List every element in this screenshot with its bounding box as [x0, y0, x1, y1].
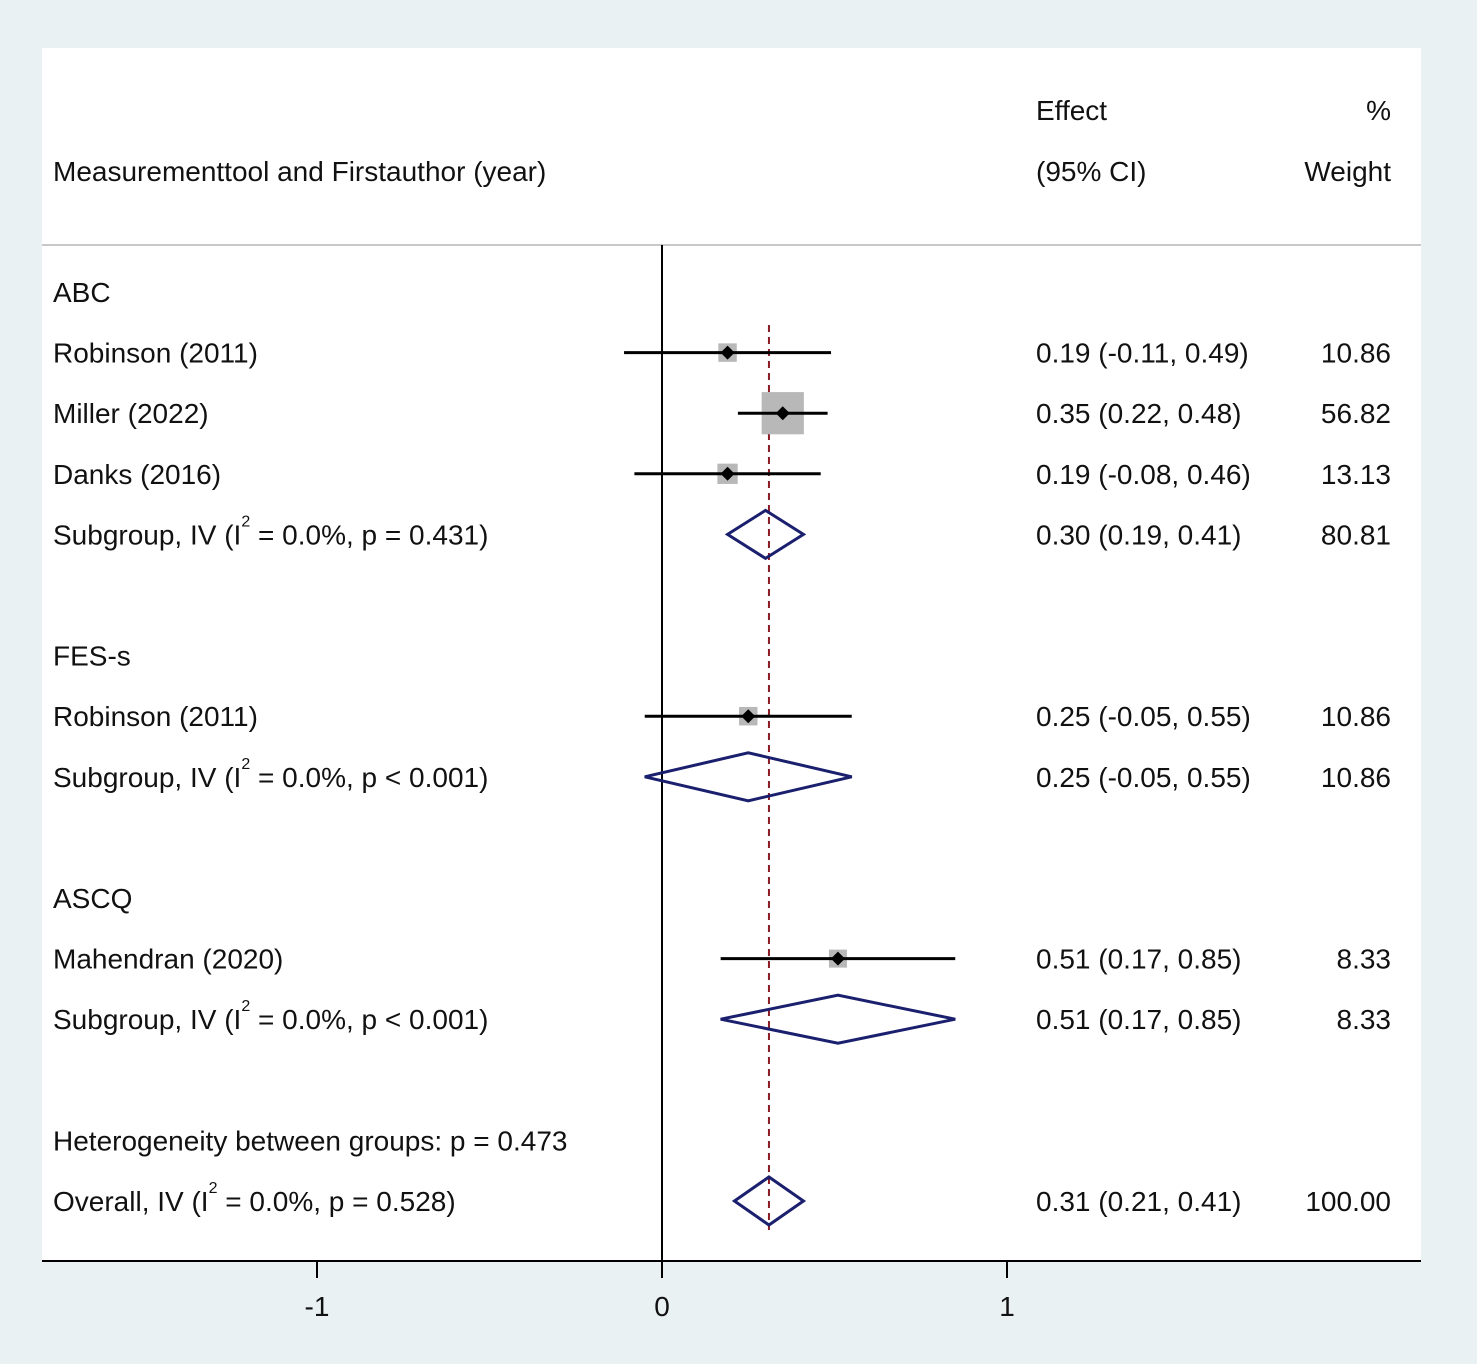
effect-ci-value: 0.35 (0.22, 0.48) — [1036, 398, 1241, 429]
x-tick-label: 1 — [999, 1291, 1015, 1322]
study-label: Miller (2022) — [53, 398, 209, 429]
header-effect-line1: Effect — [1036, 95, 1107, 126]
point-estimate — [741, 709, 756, 724]
subgroup-diamond — [644, 751, 853, 803]
effect-ci-value: 0.19 (-0.08, 0.46) — [1036, 459, 1251, 490]
weight-value: 8.33 — [1337, 1004, 1392, 1035]
point-estimate — [830, 951, 845, 966]
x-tick-label: 0 — [654, 1291, 670, 1322]
row-label: Subgroup, IV (I2 = 0.0%, p < 0.001) — [53, 998, 488, 1035]
header-study: Measurementtool and Firstauthor (year) — [53, 156, 546, 187]
effect-ci-value: 0.19 (-0.11, 0.49) — [1036, 338, 1249, 369]
effect-ci-value: 0.30 (0.19, 0.41) — [1036, 519, 1241, 550]
subgroup-diamond — [724, 508, 807, 561]
effect-ci-value: 0.25 (-0.05, 0.55) — [1036, 701, 1251, 732]
subgroup-diamond — [720, 993, 956, 1045]
study-label: Mahendran (2020) — [53, 944, 283, 975]
weight-value: 8.33 — [1337, 944, 1392, 975]
row-label: Overall, IV (I2 = 0.0%, p = 0.528) — [53, 1180, 456, 1217]
study-label: Danks (2016) — [53, 459, 221, 490]
group-label: ABC — [53, 277, 111, 308]
weight-value: 10.86 — [1321, 701, 1391, 732]
effect-ci-value: 0.31 (0.21, 0.41) — [1036, 1186, 1241, 1217]
row-label: Subgroup, IV (I2 = 0.0%, p = 0.431) — [53, 513, 488, 550]
study-label: Robinson (2011) — [53, 338, 258, 369]
group-label: FES-s — [53, 641, 131, 672]
plot-panel — [42, 48, 1421, 1261]
header-weight-line2: Weight — [1304, 156, 1391, 187]
header-weight-line1: % — [1366, 95, 1391, 126]
heterogeneity-note: Heterogeneity between groups: p = 0.473 — [53, 1125, 567, 1156]
effect-ci-value: 0.25 (-0.05, 0.55) — [1036, 762, 1251, 793]
header-effect-line2: (95% CI) — [1036, 156, 1146, 187]
weight-value: 10.86 — [1321, 338, 1391, 369]
weight-value: 100.00 — [1305, 1186, 1391, 1217]
effect-ci-value: 0.51 (0.17, 0.85) — [1036, 944, 1241, 975]
group-label: ASCQ — [53, 883, 132, 914]
row-label: Subgroup, IV (I2 = 0.0%, p < 0.001) — [53, 756, 488, 793]
effect-ci-value: 0.51 (0.17, 0.85) — [1036, 1004, 1241, 1035]
point-estimate — [775, 406, 790, 421]
x-tick-label: -1 — [305, 1291, 330, 1322]
forest-rows: ABC Robinson (2011) 0.19 (-0.11, 0.49) 10.8… — [53, 277, 1392, 1227]
weight-value: 56.82 — [1321, 398, 1391, 429]
column-headers: Measurementtool and Firstauthor (year) E… — [53, 95, 1391, 187]
point-estimate — [720, 345, 735, 360]
weight-value: 80.81 — [1321, 519, 1391, 550]
x-axis-ticks: -1 0 1 — [305, 1261, 1015, 1322]
weight-value: 10.86 — [1321, 762, 1391, 793]
weight-value: 13.13 — [1321, 459, 1391, 490]
point-estimate — [720, 466, 735, 481]
overall-diamond — [731, 1175, 807, 1227]
study-label: Robinson (2011) — [53, 701, 258, 732]
